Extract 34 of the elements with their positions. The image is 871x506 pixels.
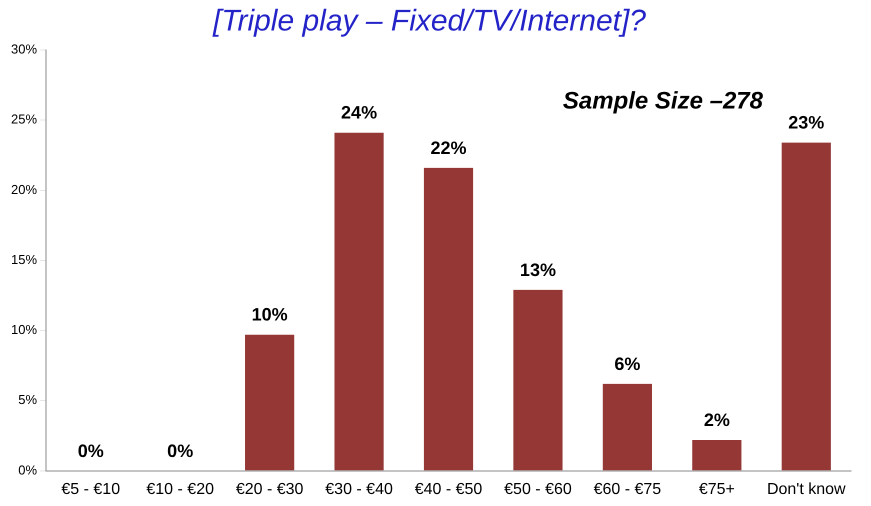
x-tick-label: €5 - €10 [61, 480, 120, 498]
x-tick-label: €10 - €20 [146, 480, 214, 498]
y-tick-label: 10% [10, 322, 38, 338]
data-label: 2% [704, 410, 730, 430]
y-tick-label: 15% [10, 252, 38, 267]
data-label: 6% [614, 354, 640, 374]
bar [692, 440, 742, 470]
y-tick-label: 20% [10, 182, 38, 197]
data-label: 24% [341, 102, 378, 123]
x-tick-label: €30 - €40 [325, 480, 393, 498]
bar [602, 384, 652, 470]
chart-title: [Triple play – Fixed/TV/Internet]? [212, 4, 646, 38]
data-label: 13% [520, 260, 556, 280]
x-tick-label: Don't know [766, 480, 846, 498]
y-tick-label: 0% [18, 462, 38, 478]
bar [334, 132, 384, 470]
x-tick-label: €40 - €50 [414, 480, 482, 498]
bar [782, 142, 831, 470]
x-tick-label: €20 - €30 [236, 480, 304, 498]
bar [424, 168, 474, 470]
data-label: 0% [167, 440, 194, 461]
data-label: 23% [788, 112, 824, 133]
y-tick-label: 30% [10, 42, 38, 57]
x-tick-label: €60 - €75 [594, 480, 662, 498]
bar [513, 290, 563, 470]
data-label: 0% [78, 440, 104, 461]
x-tick-label: €50 - €60 [504, 480, 572, 498]
x-tick-label: €75+ [698, 480, 735, 498]
annotation: Sample Size –278 [562, 88, 764, 115]
y-tick-label: 25% [10, 112, 38, 127]
y-tick-label: 5% [18, 392, 38, 408]
data-label: 10% [252, 304, 288, 325]
data-label: 22% [430, 138, 467, 158]
bar [245, 334, 294, 470]
